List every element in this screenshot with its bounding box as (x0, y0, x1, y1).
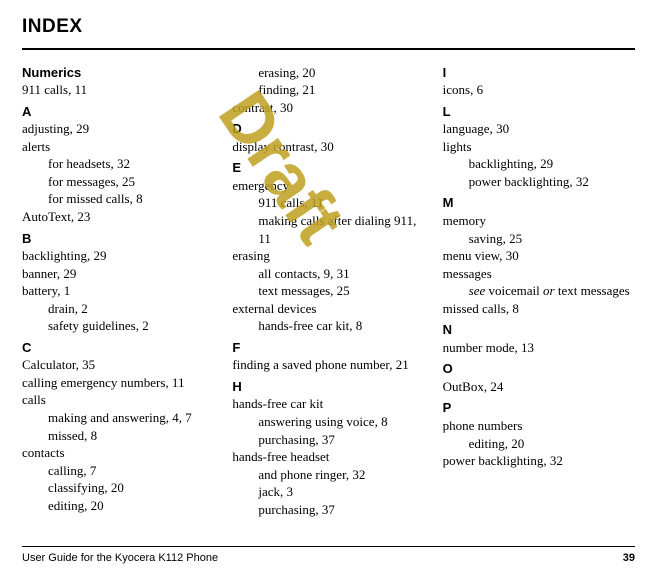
entry: icons, 6 (443, 81, 635, 99)
group-p: P (443, 399, 635, 417)
group-a: A (22, 103, 214, 121)
subentry: all contacts, 9, 31 (232, 265, 424, 283)
entry: alerts (22, 138, 214, 156)
subentry: editing, 20 (22, 497, 214, 515)
subentry: editing, 20 (443, 435, 635, 453)
subentry: drain, 2 (22, 300, 214, 318)
subentry: finding, 21 (232, 81, 424, 99)
group-h: H (232, 378, 424, 396)
subentry: backlighting, 29 (443, 155, 635, 173)
entry: battery, 1 (22, 282, 214, 300)
subentry: jack, 3 (232, 483, 424, 501)
subentry: missed, 8 (22, 427, 214, 445)
group-n: N (443, 321, 635, 339)
subentry: erasing, 20 (232, 64, 424, 82)
group-b: B (22, 230, 214, 248)
group-d: D (232, 120, 424, 138)
entry: calls (22, 391, 214, 409)
entry: adjusting, 29 (22, 120, 214, 138)
footer-text: User Guide for the Kyocera K112 Phone (22, 551, 218, 566)
entry: emergency (232, 177, 424, 195)
entry: external devices (232, 300, 424, 318)
subentry: power backlighting, 32 (443, 173, 635, 191)
entry: backlighting, 29 (22, 247, 214, 265)
entry: finding a saved phone number, 21 (232, 356, 424, 374)
entry: phone numbers (443, 417, 635, 435)
subentry: purchasing, 37 (232, 431, 424, 449)
entry: calling emergency numbers, 11 (22, 374, 214, 392)
subentry: and phone ringer, 32 (232, 466, 424, 484)
page-footer: User Guide for the Kyocera K112 Phone 39 (22, 546, 635, 566)
index-columns: Numerics 911 calls, 11 A adjusting, 29 a… (22, 64, 635, 530)
entry: OutBox, 24 (443, 378, 635, 396)
see-ref: voicemail (485, 283, 543, 298)
subentry: safety guidelines, 2 (22, 317, 214, 335)
entry: messages (443, 265, 635, 283)
entry: lights (443, 138, 635, 156)
or-text: or (543, 283, 558, 298)
entry: hands-free headset (232, 448, 424, 466)
entry: erasing (232, 247, 424, 265)
entry: power backlighting, 32 (443, 452, 635, 470)
entry: missed calls, 8 (443, 300, 635, 318)
group-m: M (443, 194, 635, 212)
entry: menu view, 30 (443, 247, 635, 265)
subentry: saving, 25 (443, 230, 635, 248)
subentry: for messages, 25 (22, 173, 214, 191)
subentry: purchasing, 37 (232, 501, 424, 519)
entry: banner, 29 (22, 265, 214, 283)
group-f: F (232, 339, 424, 357)
subentry: for missed calls, 8 (22, 190, 214, 208)
entry: AutoText, 23 (22, 208, 214, 226)
entry: display contrast, 30 (232, 138, 424, 156)
entry: number mode, 13 (443, 339, 635, 357)
group-o: O (443, 360, 635, 378)
entry: hands-free car kit (232, 395, 424, 413)
group-c: C (22, 339, 214, 357)
subentry: for headsets, 32 (22, 155, 214, 173)
subentry-see: see voicemail or text messages (443, 282, 635, 300)
subentry: answering using voice, 8 (232, 413, 424, 431)
group-numerics: Numerics (22, 64, 214, 82)
group-l: L (443, 103, 635, 121)
entry: language, 30 (443, 120, 635, 138)
entry: Calculator, 35 (22, 356, 214, 374)
subentry: making and answering, 4, 7 (22, 409, 214, 427)
subentry: text messages, 25 (232, 282, 424, 300)
entry: contrast, 30 (232, 99, 424, 117)
entry: contacts (22, 444, 214, 462)
subentry: classifying, 20 (22, 479, 214, 497)
subentry: hands-free car kit, 8 (232, 317, 424, 335)
page-number: 39 (623, 551, 635, 566)
entry: 911 calls, 11 (22, 81, 214, 99)
subentry: making calls after dialing 911, 11 (232, 212, 424, 247)
entry: memory (443, 212, 635, 230)
group-e: E (232, 159, 424, 177)
see-ref2: text messages (558, 283, 630, 298)
group-i: I (443, 64, 635, 82)
subentry: calling, 7 (22, 462, 214, 480)
subentry: 911 calls, 11 (232, 194, 424, 212)
page-title: INDEX (22, 14, 635, 50)
see-text: see (469, 283, 486, 298)
